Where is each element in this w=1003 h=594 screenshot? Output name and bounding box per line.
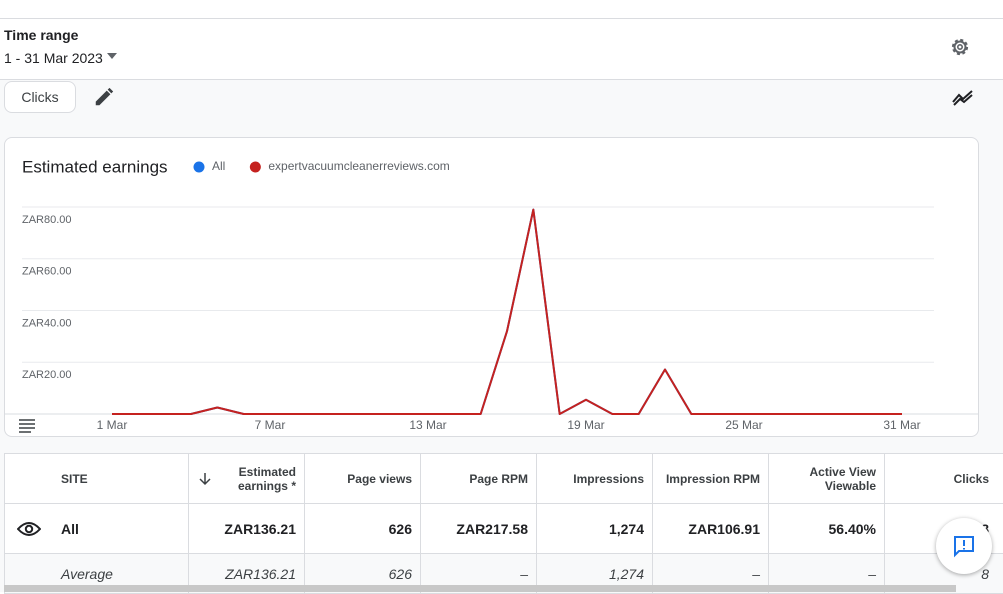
cell-text: – [752,565,760,582]
x-tick-label: 31 Mar [883,418,920,432]
column-header[interactable]: Clicks [885,454,1003,503]
y-tick-label: ZAR40.00 [22,317,72,329]
table-cell: 1,274 [537,503,653,553]
dropdown-arrow[interactable] [106,52,118,60]
cell-text: Page views [347,471,412,486]
top-bar [0,0,1003,19]
table-cell: ZAR106.91 [653,503,769,553]
cell-text: Clicks [953,471,989,486]
chart-title: Estimated earnings [22,157,168,176]
cell-text: ZAR106.91 [688,520,760,537]
column-header[interactable]: Impressions [537,454,653,503]
cell-text: 1,274 [608,565,644,582]
metric-chip[interactable]: Clicks [4,81,76,113]
x-tick-label: 1 Mar [97,418,128,432]
legend-label: expertvacuumcleanerreviews.com [268,159,449,173]
table-cell: 56.40% [769,503,885,553]
cell-text: Impressions [573,471,644,486]
y-tick-label: ZAR60.00 [22,266,72,278]
legend-swatch [193,161,205,173]
cell-text: ZAR136.21 [224,520,296,537]
cell-text: Average [61,565,113,582]
legend-toggle-icon[interactable] [19,419,35,433]
cell-text: Page RPM [469,471,528,486]
column-header[interactable]: Page views [305,454,421,503]
chart: Estimated earnings All expertvacuumcleane… [5,157,978,433]
cell-text: 626 [388,520,412,537]
table-cell: All [5,503,189,553]
feedback-icon [954,536,974,558]
cell-text: Impression RPM [665,471,760,486]
series-line [112,208,902,415]
cell-text: SITE [61,471,88,486]
table-cell: ZAR136.21 [189,503,305,553]
time-range-value[interactable]: 1 - 31 Mar 2023 [4,50,103,66]
cell-text: 8 [981,565,989,582]
horizontal-scrollbar[interactable] [4,585,956,592]
cell-text: 1,274 [608,520,644,537]
legend-label: All [212,159,225,173]
x-tick-label: 13 Mar [409,418,446,432]
cell-text: Active View Viewable [809,464,876,493]
cell-text: ZAR217.58 [456,520,528,537]
visibility-icon[interactable] [17,521,41,537]
data-table: SITE Estimated earnings * Page views Page R… [4,453,1003,594]
feedback-button[interactable] [936,518,992,574]
y-tick-label: ZAR20.00 [22,369,72,381]
x-tick-label: 25 Mar [725,418,762,432]
cell-text: ZAR136.21 [225,565,296,582]
y-tick-label: ZAR80.00 [22,214,72,226]
cell-text: All [61,520,79,537]
legend-swatch [249,161,261,173]
edit-icon[interactable] [93,86,115,108]
chart-card: Estimated earnings All expertvacuumcleane… [4,137,979,437]
sort-arrow[interactable] [199,472,211,486]
time-range-label: Time range [4,27,79,43]
x-tick-label: 7 Mar [255,418,286,432]
cell-text: – [868,565,876,582]
column-header[interactable]: Page RPM [421,454,537,503]
cell-text: – [520,565,528,582]
cell-text: 626 [388,565,412,582]
column-header[interactable]: Impression RPM [653,454,769,503]
column-header[interactable]: Estimated earnings * [189,454,305,503]
settings-icon[interactable] [948,35,972,59]
x-tick-label: 19 Mar [567,418,604,432]
filter-bar [0,19,1003,80]
table-cell: ZAR217.58 [421,503,537,553]
column-header[interactable]: SITE [5,454,189,503]
cell-text: Estimated earnings * [237,464,296,493]
series-line [112,208,902,415]
table-cell: 626 [305,503,421,553]
column-header[interactable]: Active View Viewable [769,454,885,503]
trend-icon[interactable] [952,88,974,106]
cell-text: 56.40% [828,520,876,537]
